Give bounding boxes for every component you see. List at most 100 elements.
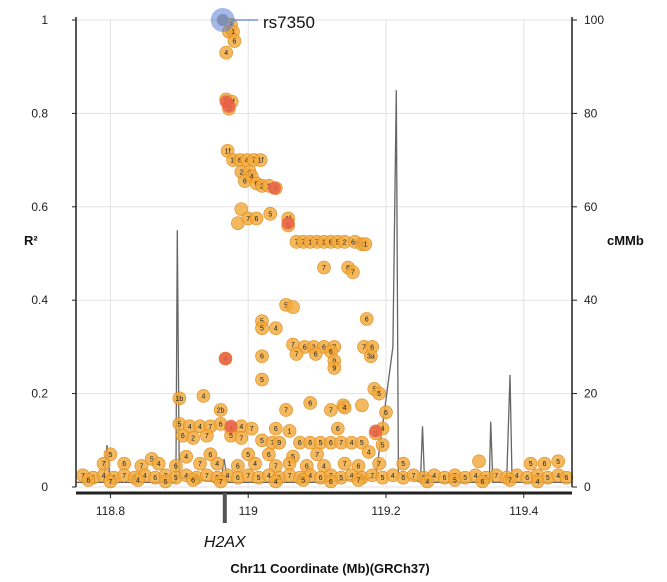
snp-point-label: 5 bbox=[260, 326, 264, 333]
snp-point-label: 4 bbox=[253, 461, 257, 468]
snp-marker bbox=[475, 474, 490, 489]
snp-point-label: 7 bbox=[288, 473, 292, 480]
snp-point-label: 6 bbox=[329, 479, 333, 486]
snp-point-label: 6a bbox=[351, 239, 359, 246]
snp-point-label: 5 bbox=[257, 475, 261, 482]
snp-point: 9 bbox=[272, 435, 287, 450]
snp-marker bbox=[375, 438, 390, 452]
snp-point: 7 bbox=[324, 403, 338, 417]
snp-point: 1 bbox=[282, 424, 297, 438]
snp-marker bbox=[172, 391, 187, 406]
snp-point-label: 4 bbox=[536, 479, 540, 486]
snp-point-label: 7 bbox=[343, 461, 347, 468]
snp-point-label: 5 bbox=[174, 475, 178, 482]
snp-point-label: 6 bbox=[208, 452, 212, 459]
snp-point-label: 7 bbox=[239, 435, 243, 442]
snp-point-label: 7 bbox=[339, 440, 343, 447]
snp-marker bbox=[346, 265, 360, 279]
snp-point: 5 bbox=[396, 456, 411, 471]
snp-marker bbox=[472, 454, 486, 469]
snp-point: 6 bbox=[559, 470, 574, 485]
snp-point: 7 bbox=[279, 403, 293, 417]
snp-point-label: 1f bbox=[230, 158, 236, 165]
snp-point: 5 bbox=[523, 456, 538, 471]
y2-tick-label: 20 bbox=[584, 387, 598, 401]
snp-marker bbox=[234, 431, 249, 445]
snp-point-label: 6 bbox=[525, 475, 529, 482]
snp-point: 5 bbox=[158, 474, 173, 489]
snp-point-label: 6 bbox=[542, 461, 546, 468]
snp-point-label: 4 bbox=[224, 50, 228, 57]
snp-marker bbox=[282, 424, 297, 438]
gene-label: H2AX bbox=[204, 534, 247, 551]
snp-point: 4 bbox=[420, 474, 435, 489]
snp-point-label: 4 bbox=[556, 473, 560, 480]
snp-marker bbox=[372, 456, 386, 471]
snp-point: 7 bbox=[96, 456, 111, 471]
snp-point-label: 5 bbox=[229, 433, 233, 440]
snp-point: 3a bbox=[364, 349, 378, 364]
snp-point-label: 4 bbox=[102, 473, 106, 480]
snp-point-label: 5 bbox=[246, 452, 250, 459]
snp-marker bbox=[255, 349, 269, 364]
snp-marker bbox=[255, 321, 269, 336]
snp-point-label: 7 bbox=[205, 433, 209, 440]
snp-point: 2b bbox=[213, 403, 228, 417]
snp-point: 5 bbox=[296, 473, 311, 487]
snp-marker bbox=[503, 473, 517, 487]
snp-marker bbox=[537, 456, 552, 471]
lead-snp-layer bbox=[210, 8, 258, 32]
snp-point-label: 6 bbox=[329, 239, 333, 246]
snp-point: 5 bbox=[255, 321, 269, 336]
snp-point-label: 4 bbox=[215, 461, 219, 468]
snp-point-label: 4 bbox=[157, 461, 161, 468]
snp-point bbox=[234, 202, 249, 216]
snp-point: 6 bbox=[262, 447, 276, 462]
snp-point-label: 6 bbox=[319, 475, 323, 482]
snp-point-label: 7 bbox=[294, 239, 298, 246]
snp-marker bbox=[355, 435, 369, 450]
snp-point: 1b bbox=[172, 391, 187, 406]
snp-marker bbox=[186, 473, 200, 487]
snp-point-label: 5 bbox=[164, 479, 168, 486]
snp-point-label: 5 bbox=[108, 452, 112, 459]
snp-point: 7 bbox=[503, 473, 517, 487]
snp-point-label: 6 bbox=[336, 426, 340, 433]
snp-point: 6 bbox=[475, 474, 490, 489]
snp-point: 6 bbox=[379, 405, 393, 420]
snp-marker bbox=[213, 474, 228, 489]
grid-lines bbox=[76, 19, 572, 488]
y-tick-label: 0.2 bbox=[31, 387, 48, 401]
snp-point: 4 bbox=[361, 445, 376, 459]
snp-point-label: 6 bbox=[260, 354, 264, 361]
snp-point-label: 4 bbox=[308, 473, 312, 480]
snp-point-label: 6 bbox=[219, 421, 223, 428]
snp-marker bbox=[308, 347, 323, 361]
snp-point-label: 6 bbox=[303, 344, 307, 351]
snp-marker-red bbox=[267, 181, 281, 195]
snp-marker bbox=[448, 473, 462, 487]
snp-point-label: 7 bbox=[315, 239, 319, 246]
snp-point-label: 5 bbox=[260, 438, 264, 445]
gene-marker bbox=[222, 493, 227, 523]
snp-point-label: 5 bbox=[284, 302, 288, 309]
snp-point-label: 7 bbox=[246, 473, 250, 480]
snp-marker bbox=[193, 456, 207, 471]
x-tick-label: 119 bbox=[239, 504, 258, 518]
snp-point-label: 1 bbox=[231, 29, 235, 36]
snp-point: 4 bbox=[151, 456, 166, 471]
snp-point-label: 4 bbox=[267, 473, 271, 480]
snp-point-label: 5 bbox=[319, 440, 323, 447]
snp-marker bbox=[420, 474, 435, 489]
snp-point-label: 1f bbox=[258, 158, 264, 165]
snp-point-label: 7 bbox=[246, 216, 250, 223]
snp-point: 7 bbox=[317, 260, 331, 275]
snp-point-label: 5 bbox=[529, 461, 533, 468]
snp-point-label: 7 bbox=[208, 424, 212, 431]
snp-point-label: 5 bbox=[453, 477, 457, 484]
snp-point-label: 4 bbox=[474, 473, 478, 480]
snp-point-label: 4 bbox=[245, 158, 249, 165]
snp-marker bbox=[327, 361, 342, 375]
snp-point-label: 7 bbox=[294, 351, 298, 358]
snp-point-label: 6 bbox=[238, 158, 242, 165]
